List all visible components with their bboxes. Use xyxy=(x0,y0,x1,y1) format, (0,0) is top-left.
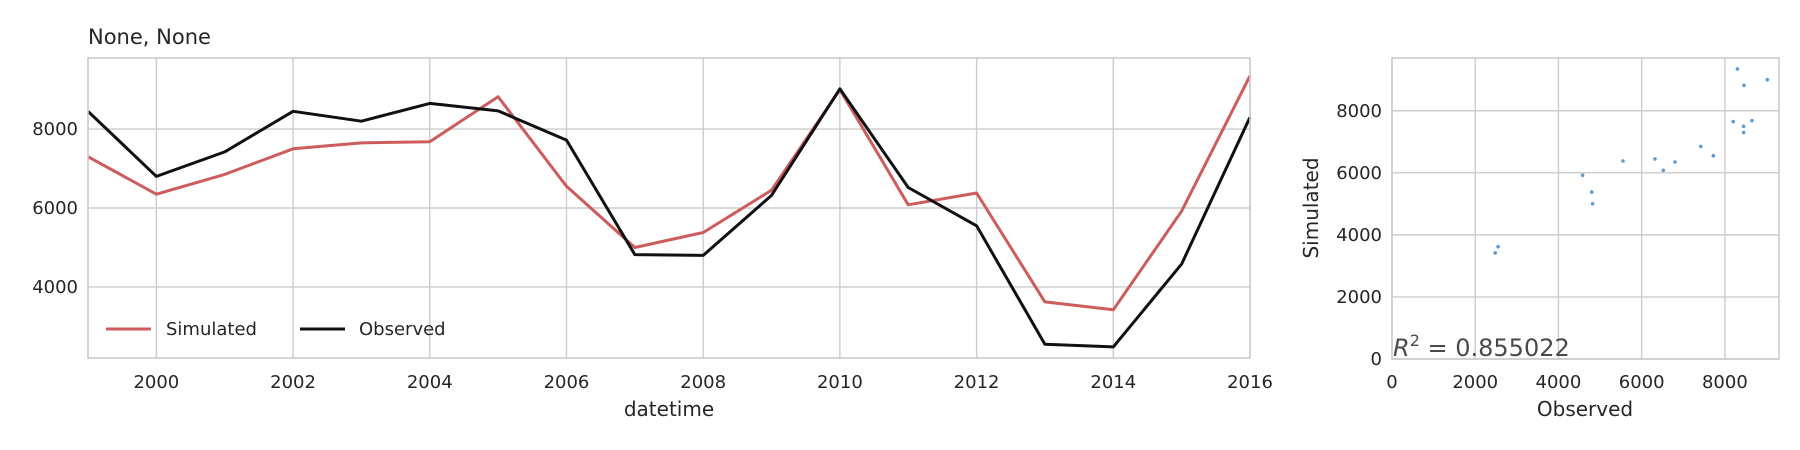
line-chart-series xyxy=(86,75,1252,349)
scatter-point xyxy=(1661,168,1666,173)
x-tick-label: 2008 xyxy=(680,372,726,393)
x-tick-label: 2002 xyxy=(270,372,316,393)
scatter-point xyxy=(1590,202,1595,206)
series-line-simulated xyxy=(87,75,1252,312)
scatter-x-tick-label: 0 xyxy=(1386,372,1397,393)
scatter-point xyxy=(1765,77,1770,82)
legend-label-simulated: Simulated xyxy=(166,319,257,340)
scatter-point xyxy=(1742,83,1746,88)
scatter-y-tick-label: 2000 xyxy=(1336,287,1382,308)
scatter-point xyxy=(1653,157,1657,161)
scatter-x-tick-label: 4000 xyxy=(1536,372,1582,393)
scatter-chart-panel: 0 2000 4000 6000 8000 0 2000 4000 6000 8000 Obse… xyxy=(1299,57,1780,421)
scatter-point xyxy=(1741,130,1746,135)
legend: Simulated Observed xyxy=(106,319,446,340)
scatter-y-tick-label: 0 xyxy=(1371,349,1382,370)
scatter-point xyxy=(1580,173,1585,178)
legend-label-observed: Observed xyxy=(359,319,446,340)
scatter-point xyxy=(1750,118,1754,123)
scatter-y-tick-label: 8000 xyxy=(1336,101,1382,122)
scatter-point xyxy=(1493,251,1497,255)
scatter-chart-grid xyxy=(1391,58,1779,360)
x-axis-label: datetime xyxy=(624,397,714,421)
chart-title: None, None xyxy=(88,25,211,49)
scatter-point xyxy=(1699,144,1703,149)
x-tick-label: 2006 xyxy=(544,372,590,393)
line-chart-grid xyxy=(88,58,1251,358)
line-chart-frame xyxy=(87,57,1251,359)
x-tick-label: 2010 xyxy=(817,372,863,393)
scatter-y-ticks: 0 2000 4000 6000 8000 xyxy=(1336,101,1382,370)
y-tick-label: 8000 xyxy=(32,119,78,140)
r-squared-annotation: R2 = 0.855022 xyxy=(1393,331,1570,362)
scatter-x-tick-label: 6000 xyxy=(1619,372,1665,393)
scatter-y-axis-label: Simulated xyxy=(1299,157,1323,258)
scatter-x-axis-label: Observed xyxy=(1537,397,1633,421)
scatter-point xyxy=(1589,190,1594,194)
scatter-point xyxy=(1673,160,1677,164)
series-line-observed xyxy=(86,87,1252,349)
line-chart-x-ticks: 2000 2002 2004 2006 2008 2010 2012 2014 2016 xyxy=(133,372,1272,393)
y-tick-label: 4000 xyxy=(32,277,78,298)
scatter-point xyxy=(1735,67,1740,71)
scatter-chart-frame xyxy=(1391,57,1780,360)
scatter-point xyxy=(1741,124,1746,129)
scatter-y-tick-label: 4000 xyxy=(1336,225,1382,246)
x-tick-label: 2012 xyxy=(954,372,1000,393)
x-tick-label: 2016 xyxy=(1227,372,1273,393)
scatter-x-ticks: 0 2000 4000 6000 8000 xyxy=(1386,372,1748,393)
scatter-y-tick-label: 6000 xyxy=(1336,163,1382,184)
line-chart-panel: None, None 2000 2002 2004 2006 2008 2010 2012 2… xyxy=(32,25,1273,421)
scatter-point xyxy=(1621,159,1625,163)
scatter-x-tick-label: 2000 xyxy=(1452,372,1498,393)
scatter-x-tick-label: 8000 xyxy=(1702,372,1748,393)
scatter-point xyxy=(1731,119,1735,124)
y-tick-label: 6000 xyxy=(32,198,78,219)
line-chart-y-ticks: 4000 6000 8000 xyxy=(32,119,78,298)
x-tick-label: 2000 xyxy=(133,372,179,393)
x-tick-label: 2014 xyxy=(1090,372,1136,393)
scatter-point xyxy=(1711,153,1716,158)
scatter-points xyxy=(1493,67,1770,255)
scatter-point xyxy=(1496,244,1500,249)
x-tick-label: 2004 xyxy=(407,372,453,393)
